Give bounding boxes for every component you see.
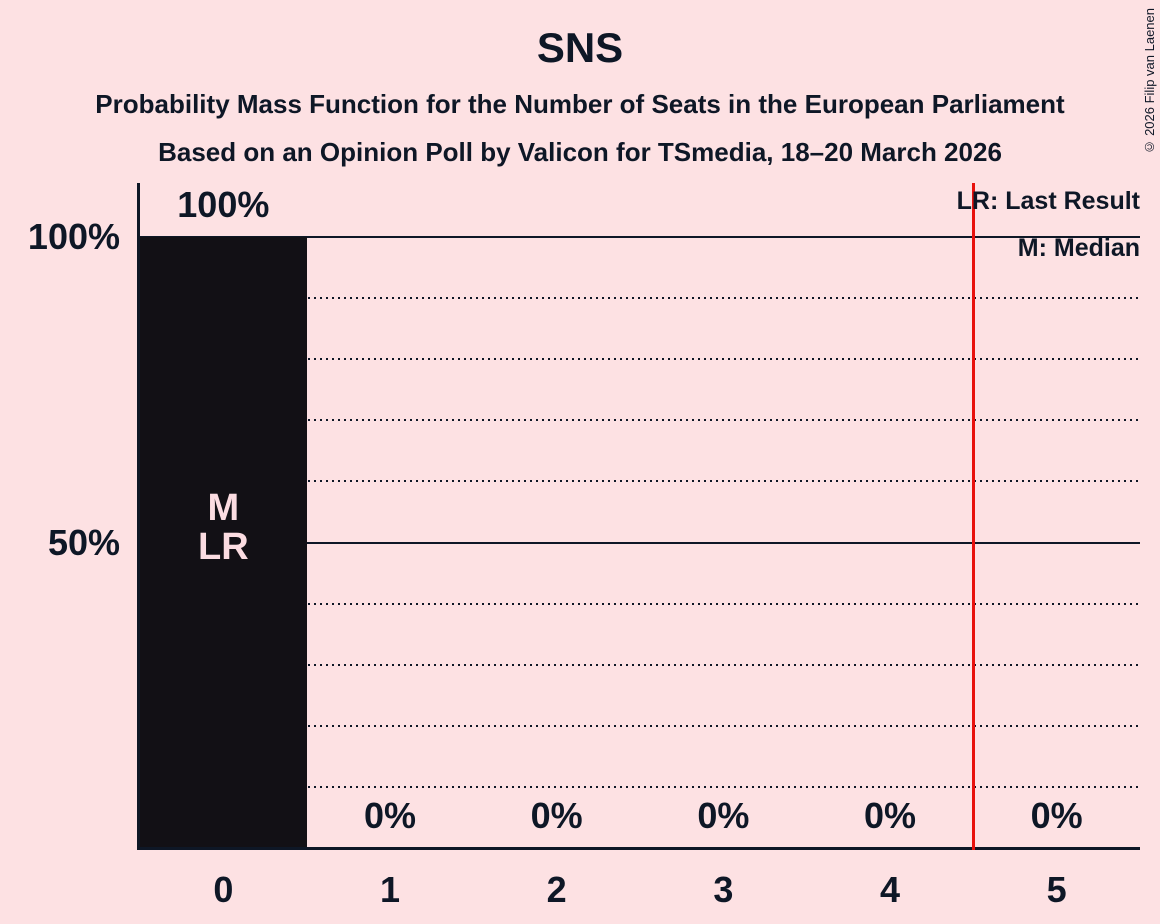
bar-value-label-4: 0% <box>863 795 917 836</box>
y-axis-label-100: 100% <box>27 216 120 257</box>
gridline-60pct <box>140 480 1140 483</box>
gridline-100pct <box>140 236 1140 238</box>
x-axis-label-0: 0 <box>213 869 234 910</box>
bar-value-label-5: 0% <box>1030 795 1083 836</box>
bar-annotation-line: LR <box>198 526 249 568</box>
chart-subtitle: Probability Mass Function for the Number… <box>95 89 1065 119</box>
bar-seats-0 <box>140 237 307 848</box>
x-axis-label-5: 5 <box>1046 869 1067 910</box>
x-axis-line <box>137 847 1140 850</box>
x-axis-label-3: 3 <box>713 869 734 910</box>
chart-title: SNS <box>536 24 624 71</box>
gridline-30pct <box>140 663 1140 666</box>
last-result-line <box>971 183 975 850</box>
gridline-90pct <box>140 297 1140 300</box>
x-axis-label-2: 2 <box>546 869 567 910</box>
gridline-50pct <box>140 541 1140 544</box>
chart-source-line: Based on an Opinion Poll by Valicon for … <box>158 137 1002 167</box>
gridline-20pct <box>140 724 1140 727</box>
gridline-10pct <box>140 785 1140 788</box>
legend-median: M: Median <box>1017 234 1140 262</box>
bar-value-label-1: 0% <box>363 795 417 836</box>
bar-value-label-0: 100% <box>177 184 270 225</box>
bar-value-label-2: 0% <box>530 795 583 836</box>
x-axis-label-1: 1 <box>379 869 401 910</box>
bar-annotation: M LR <box>140 489 306 567</box>
x-axis-label-4: 4 <box>879 869 901 910</box>
gridline-80pct <box>140 358 1140 361</box>
gridline-70pct <box>140 419 1140 422</box>
y-axis-label-50: 50% <box>47 521 120 563</box>
y-axis-line <box>137 183 140 850</box>
bar-value-label-3: 0% <box>697 795 750 836</box>
bar-annotation-line: M <box>207 487 240 529</box>
copyright-notice: © 2026 Filip van Laenen <box>1142 8 1157 155</box>
gridline-40pct <box>140 602 1140 605</box>
legend-last-result: LR: Last Result <box>956 187 1140 215</box>
